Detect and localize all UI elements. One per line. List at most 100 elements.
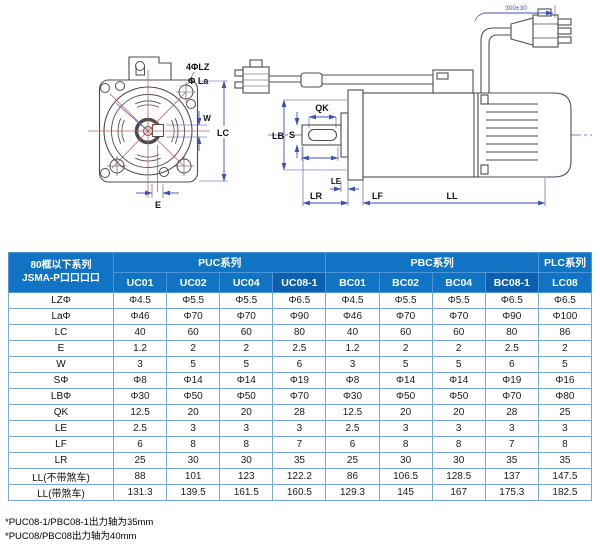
- spec-cell: Φ19: [272, 372, 327, 389]
- table-row: QK 12.5 20 20 28 12.5 20 20 28 25: [8, 404, 593, 421]
- model-header: BC08-1: [484, 272, 539, 293]
- spec-cell: 8: [537, 436, 593, 453]
- model-header: BC04: [431, 272, 486, 293]
- spec-cell: Φ8: [325, 372, 380, 389]
- table-row: LC 40 60 60 80 40 60 60 80 86: [8, 324, 593, 341]
- spec-cell: 60: [431, 324, 486, 341]
- table-row: LZΦ Φ4.5 Φ5.5 Φ5.5 Φ6.5 Φ4.5 Φ5.5 Φ5.5 Φ6.5 Φ6.5: [8, 292, 593, 309]
- spec-cell: Φ4.5: [112, 292, 168, 309]
- spec-cell: Φ90: [484, 308, 539, 325]
- footnotes: *PUC08-1/PBC08-1出力轴为35mm *PUC08/PBC08出力轴…: [5, 516, 153, 545]
- spec-cell: Φ70: [431, 308, 486, 325]
- spec-cell: 20: [378, 404, 433, 421]
- spec-cell: Φ90: [272, 308, 327, 325]
- spec-cell: 35: [537, 452, 593, 469]
- spec-cell: 122.2: [272, 468, 327, 485]
- spec-cell: 2.5: [112, 420, 168, 437]
- spec-cell: 88: [112, 468, 168, 485]
- model-header: UC02: [166, 272, 221, 293]
- model-header: LC08: [537, 272, 593, 293]
- spec-cell: 20: [219, 404, 274, 421]
- front-view: [98, 56, 199, 183]
- spec-cell: 5: [166, 356, 221, 373]
- spec-cell: 28: [484, 404, 539, 421]
- dim-label-body-length: LL: [447, 191, 458, 201]
- side-view: [234, 8, 572, 181]
- spec-cell: Φ6.5: [484, 292, 539, 309]
- dim-label-pilot-dia: LB: [272, 131, 284, 141]
- spec-cell: Φ14: [431, 372, 486, 389]
- row-label: LC: [8, 324, 114, 341]
- footnote-shaft-40: *PUC08/PBC08出力轴为40mm: [5, 531, 137, 543]
- spec-cell: Φ70: [219, 308, 274, 325]
- model-header: UC01: [112, 272, 168, 293]
- spec-cell: Φ19: [484, 372, 539, 389]
- spec-cell: 7: [272, 436, 327, 453]
- table-row: SΦ Φ8 Φ14 Φ14 Φ19 Φ8 Φ14 Φ14 Φ19 Φ16: [8, 372, 593, 389]
- row-label: QK: [8, 404, 114, 421]
- table-row: LaΦ Φ46 Φ70 Φ70 Φ90 Φ46 Φ70 Φ70 Φ90 Φ100: [8, 308, 593, 325]
- spec-cell: 2.5: [484, 340, 539, 357]
- spec-cell: Φ80: [537, 388, 593, 405]
- spec-cell: Φ70: [166, 308, 221, 325]
- encoder-connector: [480, 8, 572, 93]
- row-label: W: [8, 356, 114, 373]
- spec-cell: 5: [537, 356, 593, 373]
- spec-cell: 86: [325, 468, 380, 485]
- spec-cell: 3: [431, 420, 486, 437]
- dimension-drawing: 4ΦLZ Φ La LC W E: [0, 0, 600, 250]
- spec-cell: 6: [272, 356, 327, 373]
- spec-cell: 137: [484, 468, 539, 485]
- spec-cell: 139.5: [166, 484, 221, 501]
- spec-cell: 6: [325, 436, 380, 453]
- dim-label-bolt-holes: 4ΦLZ: [186, 62, 210, 72]
- spec-cell: Φ14: [378, 372, 433, 389]
- spec-cell: 8: [166, 436, 221, 453]
- spec-cell: 8: [219, 436, 274, 453]
- model-header: UC04: [219, 272, 274, 293]
- spec-cell: 2: [431, 340, 486, 357]
- spec-cell: Φ8: [112, 372, 168, 389]
- spec-cell: 30: [166, 452, 221, 469]
- spec-cell: 8: [431, 436, 486, 453]
- spec-cell: Φ14: [219, 372, 274, 389]
- spec-cell: 2: [537, 340, 593, 357]
- spec-table: 80框以下系列 JSMA-P口口口口 PUC系列 PBC系列 PLC系列 UC01 UC02…: [8, 252, 593, 501]
- spec-cell: 30: [431, 452, 486, 469]
- spec-cell: 1.2: [325, 340, 380, 357]
- spec-cell: 175.3: [484, 484, 539, 501]
- dim-label-flange-thickness: LF: [372, 191, 383, 201]
- spec-cell: 2.5: [325, 420, 380, 437]
- spec-cell: 167: [431, 484, 486, 501]
- row-label: LaΦ: [8, 308, 114, 325]
- spec-cell: Φ46: [112, 308, 168, 325]
- spec-cell: 3: [219, 420, 274, 437]
- table-row: LE 2.5 3 3 3 2.5 3 3 3 3: [8, 420, 593, 437]
- spec-cell: Φ4.5: [325, 292, 380, 309]
- power-connector: [234, 59, 433, 94]
- spec-cell: 86: [537, 324, 593, 341]
- spec-cell: 5: [378, 356, 433, 373]
- spec-cell: 5: [431, 356, 486, 373]
- spec-cell: 60: [378, 324, 433, 341]
- spec-cell: 106.5: [378, 468, 433, 485]
- spec-cell: Φ5.5: [219, 292, 274, 309]
- spec-cell: 101: [166, 468, 221, 485]
- spec-cell: 3: [378, 420, 433, 437]
- model-header: UC08-1: [272, 272, 327, 293]
- spec-cell: 2: [166, 340, 221, 357]
- spec-cell: Φ100: [537, 308, 593, 325]
- table-row: LL(不带煞车) 88 101 123 122.2 86 106.5 128.5 137 147.…: [8, 468, 593, 485]
- footnote-shaft-35: *PUC08-1/PBC08-1出力轴为35mm: [5, 517, 154, 528]
- row-label: LE: [8, 420, 114, 437]
- spec-cell: Φ30: [325, 388, 380, 405]
- spec-cell: Φ5.5: [166, 292, 221, 309]
- spec-cell: Φ70: [272, 388, 327, 405]
- spec-cell: 60: [219, 324, 274, 341]
- spec-cell: 3: [166, 420, 221, 437]
- spec-cell: 35: [484, 452, 539, 469]
- spec-cell: 35: [272, 452, 327, 469]
- spec-cell: 6: [484, 356, 539, 373]
- spec-cell: 128.5: [431, 468, 486, 485]
- spec-cell: Φ14: [166, 372, 221, 389]
